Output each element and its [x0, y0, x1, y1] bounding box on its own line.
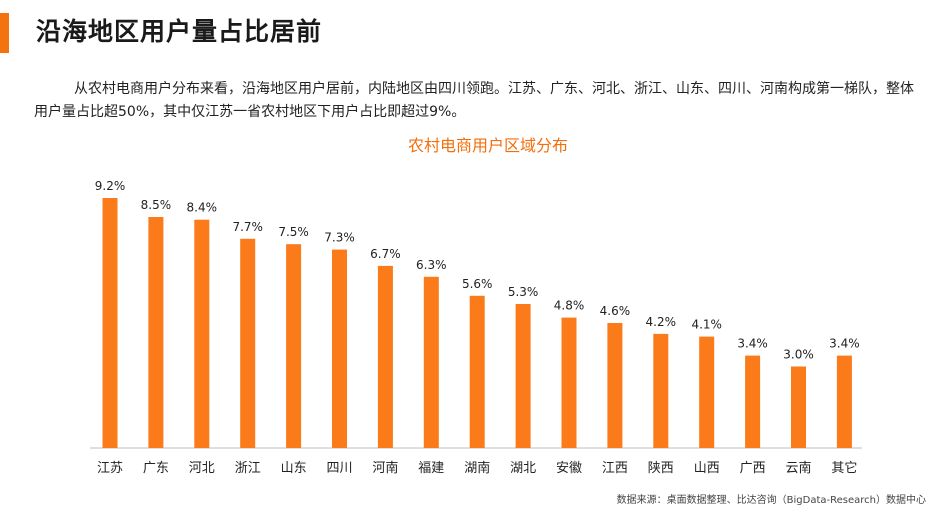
- bar-广西: [745, 355, 761, 448]
- chart-title: 农村电商用户区域分布: [408, 136, 568, 155]
- bar-山东: [286, 244, 302, 448]
- value-label: 7.7%: [232, 220, 263, 234]
- bar-福建: [423, 276, 439, 448]
- value-label: 7.5%: [278, 225, 309, 239]
- category-label: 广西: [740, 461, 766, 476]
- bar-湖北: [515, 304, 531, 448]
- category-label: 四川: [326, 461, 352, 476]
- category-label: 湖北: [510, 461, 536, 476]
- value-label: 7.3%: [324, 231, 355, 245]
- source-note: 数据来源：桌面数据整理、比达咨询（BigData-Research）数据中心: [616, 495, 926, 506]
- value-label: 5.6%: [462, 277, 493, 291]
- category-label: 浙江: [235, 461, 261, 476]
- bar-山西: [699, 336, 715, 448]
- intro-paragraph: 从农村电商用户分布来看，沿海地区用户居前，内陆地区由四川领跑。江苏、广东、河北、…: [34, 81, 914, 120]
- bar-其它: [836, 355, 852, 448]
- bar-云南: [791, 366, 806, 448]
- bars-group: [102, 198, 852, 448]
- category-labels-group: 江苏 广东 河北 浙江 山东 四川 河南 福建 湖南 湖北 安徽 江西 陕西 山西 广西 云南 其它: [97, 460, 857, 476]
- category-label: 其它: [831, 460, 857, 476]
- category-label: 安徽: [556, 461, 582, 476]
- category-label: 山东: [281, 461, 307, 476]
- bar-安徽: [561, 317, 577, 448]
- value-label: 8.5%: [141, 198, 172, 212]
- bar-江苏: [102, 198, 118, 448]
- value-label: 3.4%: [829, 337, 860, 351]
- bar-广东: [148, 217, 164, 448]
- category-label: 陕西: [648, 461, 674, 476]
- value-label: 4.8%: [554, 299, 585, 313]
- value-label: 6.7%: [370, 247, 401, 261]
- category-label: 山西: [694, 461, 720, 476]
- value-label: 9.2%: [95, 179, 126, 193]
- bar-浙江: [240, 238, 256, 448]
- category-label: 云南: [785, 460, 811, 476]
- category-label: 河南: [372, 460, 398, 476]
- category-label: 河北: [189, 461, 215, 476]
- bar-河南: [377, 265, 393, 448]
- category-label: 湖南: [464, 460, 490, 476]
- bar-四川: [332, 249, 347, 448]
- bar-河北: [194, 219, 210, 448]
- category-label: 江西: [602, 461, 628, 476]
- value-label: 4.2%: [646, 315, 677, 329]
- category-label: 广东: [143, 461, 169, 476]
- value-label: 8.4%: [187, 201, 218, 215]
- value-labels-group: 9.2% 8.5% 8.4% 7.7% 7.5% 7.3% 6.7% 6.3% 5.6% 5.3%…: [95, 179, 860, 362]
- value-label: 6.3%: [416, 258, 447, 272]
- page-title: 沿海地区用户量占比居前: [36, 17, 323, 46]
- bar-湖南: [469, 295, 485, 448]
- value-label: 4.1%: [691, 318, 722, 332]
- bar-江西: [607, 323, 623, 448]
- value-label: 3.4%: [737, 337, 768, 351]
- value-label: 4.6%: [600, 304, 631, 318]
- value-label: 5.3%: [508, 285, 539, 299]
- category-label: 江苏: [97, 460, 123, 476]
- title-accent-bar: [0, 13, 9, 53]
- category-label: 福建: [418, 461, 444, 476]
- value-label: 3.0%: [783, 348, 814, 362]
- bar-陕西: [653, 333, 669, 448]
